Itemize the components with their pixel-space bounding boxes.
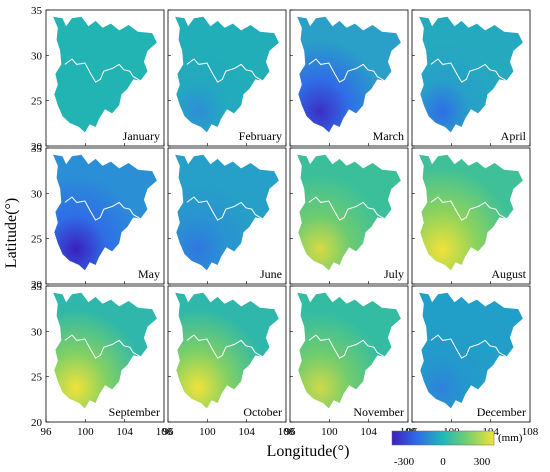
region-shape [297, 16, 401, 133]
month-label: March [373, 129, 404, 143]
month-label: September [109, 405, 160, 419]
colorbar: (mm) -300 0 300 [391, 430, 523, 468]
month-label: January [123, 129, 160, 143]
x-tick-label: 104 [238, 426, 255, 438]
x-tick-label: 108 [278, 426, 295, 438]
region-shape [175, 292, 279, 409]
x-tick-label: 100 [77, 426, 94, 438]
y-tick-label: 20 [31, 417, 43, 429]
subregion-boundary [308, 334, 385, 359]
colorbar-tick-mid: 0 [440, 456, 446, 468]
x-tick-label: 100 [199, 426, 216, 438]
subregion-boundary [64, 334, 141, 359]
y-axis-title: Latitude(°) [3, 198, 20, 268]
subregion-boundary [430, 196, 507, 221]
x-tick-label: 104 [116, 426, 133, 438]
region-shape [419, 16, 523, 133]
month-label: February [239, 129, 282, 143]
y-tick-label: 35 [31, 281, 43, 293]
y-tick-label: 25 [31, 234, 43, 246]
y-tick-label: 30 [31, 188, 43, 200]
subregion-boundary [186, 196, 263, 221]
x-tick-label: 96 [41, 426, 53, 438]
map-panel: March [289, 9, 409, 147]
y-tick-label: 20 [31, 141, 43, 153]
month-label: June [260, 267, 282, 281]
colorbar-unit: (mm) [498, 432, 523, 444]
map-panel: April [411, 9, 531, 147]
region-shape [419, 292, 523, 409]
y-tick-label: 30 [31, 326, 43, 338]
x-tick-label: 108 [522, 426, 539, 438]
map-panel: August [411, 147, 531, 285]
map-panel: January [45, 9, 165, 147]
colorbar-tick-max: 300 [474, 456, 491, 468]
y-tick-label: 25 [31, 96, 43, 108]
x-tick-label: 96 [163, 426, 175, 438]
x-tick-label: 100 [321, 426, 338, 438]
map-panel: December [411, 285, 531, 423]
y-tick-label: 25 [31, 372, 43, 384]
y-tick-label: 30 [31, 50, 43, 62]
month-label: July [384, 267, 404, 281]
x-tick-label: 108 [156, 426, 173, 438]
x-axis-title: Longitude(°) [267, 443, 350, 460]
x-tick-label: 104 [360, 426, 377, 438]
map-panel: June [167, 147, 287, 285]
map-panel: September [45, 285, 165, 423]
map-panel: October [167, 285, 287, 423]
region-shape [175, 154, 279, 271]
map-panel: February [167, 9, 287, 147]
region-shape [53, 292, 157, 409]
subregion-boundary [430, 334, 507, 359]
month-label: October [243, 405, 282, 419]
region-shape [419, 154, 523, 271]
subregion-boundary [186, 334, 263, 359]
map-panel: November [289, 285, 409, 423]
month-label: November [353, 405, 404, 419]
colorbar-gradient [391, 430, 495, 446]
subregion-boundary [64, 58, 141, 83]
month-label: December [477, 405, 526, 419]
panel-grid: January February March April May June July Augu… [45, 9, 531, 423]
month-label: August [491, 267, 526, 281]
region-shape [297, 154, 401, 271]
subregion-boundary [308, 58, 385, 83]
subregion-boundary [308, 196, 385, 221]
region-shape [53, 16, 157, 133]
region-shape [53, 154, 157, 271]
subregion-boundary [430, 58, 507, 83]
subregion-boundary [186, 58, 263, 83]
y-tick-label: 35 [31, 5, 43, 17]
region-shape [175, 16, 279, 133]
y-tick-label: 35 [31, 143, 43, 155]
subregion-boundary [64, 196, 141, 221]
map-panel: July [289, 147, 409, 285]
map-panel: May [45, 147, 165, 285]
colorbar-tick-min: -300 [394, 456, 415, 468]
month-label: May [138, 267, 160, 281]
y-tick-label: 20 [31, 279, 43, 291]
x-tick-label: 96 [285, 426, 297, 438]
region-shape [297, 292, 401, 409]
month-label: April [501, 129, 527, 143]
